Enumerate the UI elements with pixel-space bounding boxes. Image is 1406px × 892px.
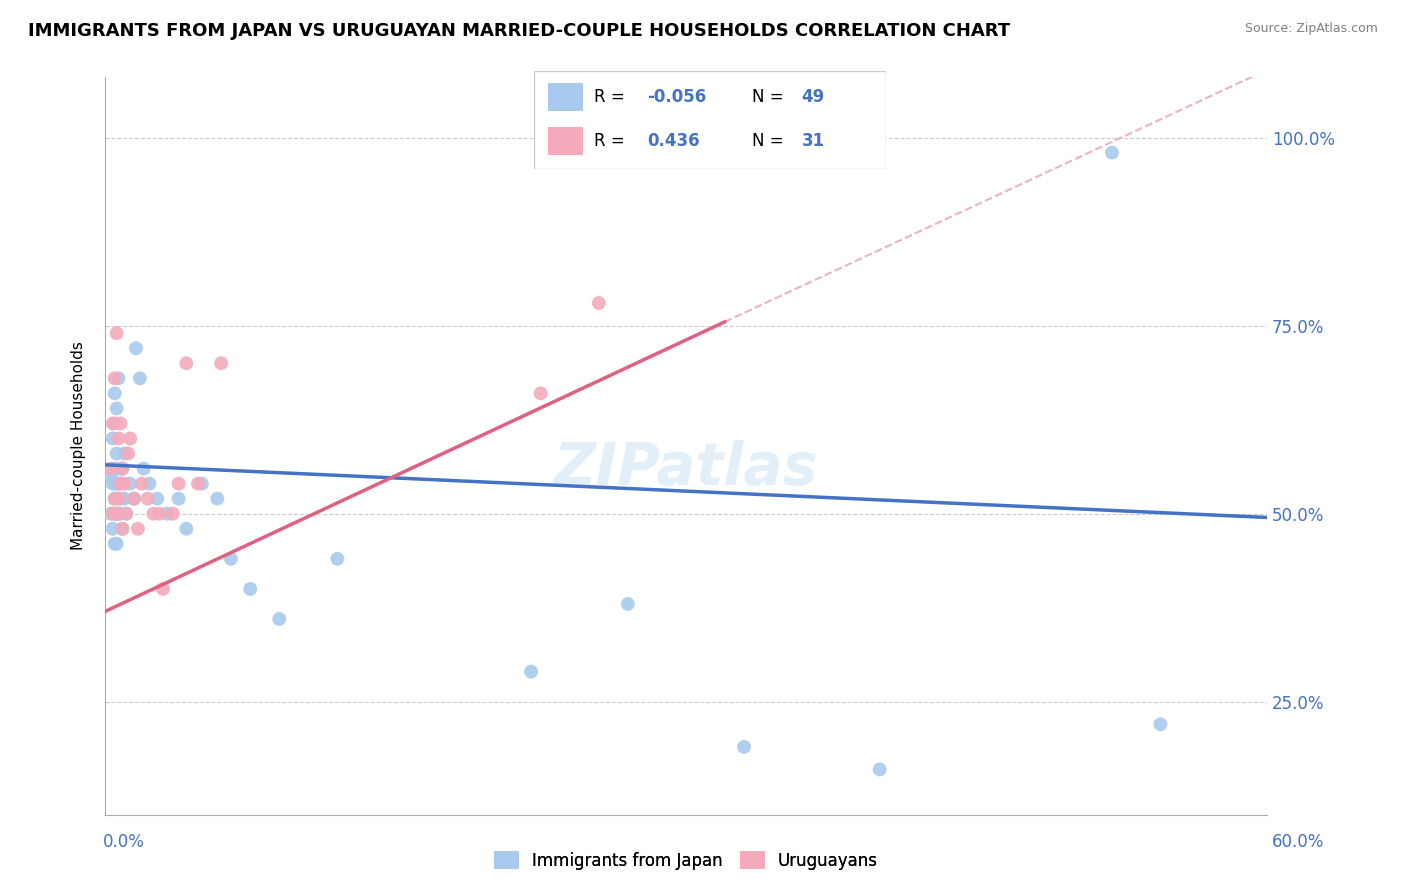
Text: 49: 49 [801,88,825,106]
Point [105,476,128,491]
Bar [548,83,583,111]
Text: 60.0%: 60.0% [1272,833,1324,851]
Point [100,507,122,521]
Point [219,551,242,566]
Text: IMMIGRANTS FROM JAPAN VS URUGUAYAN MARRIED-COUPLE HOUSEHOLDS CORRELATION CHART: IMMIGRANTS FROM JAPAN VS URUGUAYAN MARRI… [28,22,1011,40]
Point [105,507,128,521]
Text: Source: ZipAtlas.com: Source: ZipAtlas.com [1244,22,1378,36]
Point [152,582,174,596]
Point [101,507,124,521]
Point [105,326,128,341]
Point [176,522,198,536]
Text: N =: N = [752,132,789,150]
Point [191,476,214,491]
Point [111,461,134,475]
Point [117,446,139,460]
Point [105,507,128,521]
Text: -0.056: -0.056 [647,88,706,106]
Text: R =: R = [593,88,630,106]
Text: R =: R = [593,132,630,150]
Y-axis label: Married-couple Households: Married-couple Households [72,342,86,550]
Point [111,522,134,536]
Point [127,522,149,536]
Point [104,491,127,506]
Point [111,522,134,536]
Point [520,665,543,679]
Text: ZIPatlas: ZIPatlas [554,440,818,497]
Point [105,537,128,551]
Point [110,461,132,475]
Point [132,461,155,475]
Point [100,461,122,475]
Point [112,446,135,460]
Point [167,476,190,491]
Point [111,461,134,475]
Point [869,763,891,777]
Point [156,507,179,521]
Point [207,491,229,506]
Point [176,356,198,370]
Point [100,469,122,483]
Point [120,432,142,446]
Point [269,612,291,626]
Point [104,371,127,385]
Point [162,507,184,521]
Point [107,432,129,446]
Point [104,461,127,475]
Bar [548,128,583,155]
Point [101,432,124,446]
Point [107,491,129,506]
Point [107,476,129,491]
Point [588,296,610,310]
Point [1101,145,1123,160]
Point [110,476,132,491]
Point [105,401,128,416]
Point [115,507,138,521]
Point [101,476,124,491]
Text: 31: 31 [801,132,824,150]
Point [136,491,159,506]
Point [120,476,142,491]
Point [733,739,755,754]
Point [326,551,349,566]
Point [112,476,135,491]
Point [101,522,124,536]
Point [104,491,127,506]
Point [1149,717,1171,731]
Point [209,356,232,370]
Point [167,491,190,506]
Point [131,476,153,491]
Point [617,597,640,611]
Point [104,417,127,431]
Point [128,371,150,385]
Point [115,507,138,521]
Point [122,491,145,506]
Point [110,491,132,506]
Legend: Immigrants from Japan, Uruguayans: Immigrants from Japan, Uruguayans [488,845,884,876]
Point [187,476,209,491]
Point [530,386,553,401]
Point [107,371,129,385]
Point [125,341,148,355]
FancyBboxPatch shape [534,71,886,169]
Point [122,491,145,506]
Point [104,507,127,521]
Point [105,446,128,460]
Point [239,582,262,596]
Point [104,386,127,401]
Point [112,491,135,506]
Point [148,507,170,521]
Point [146,491,169,506]
Point [142,507,165,521]
Point [110,417,132,431]
Point [101,417,124,431]
Point [110,507,132,521]
Text: N =: N = [752,88,789,106]
Text: 0.0%: 0.0% [103,833,145,851]
Point [104,537,127,551]
Point [138,476,160,491]
Point [107,507,129,521]
Text: 0.436: 0.436 [647,132,699,150]
